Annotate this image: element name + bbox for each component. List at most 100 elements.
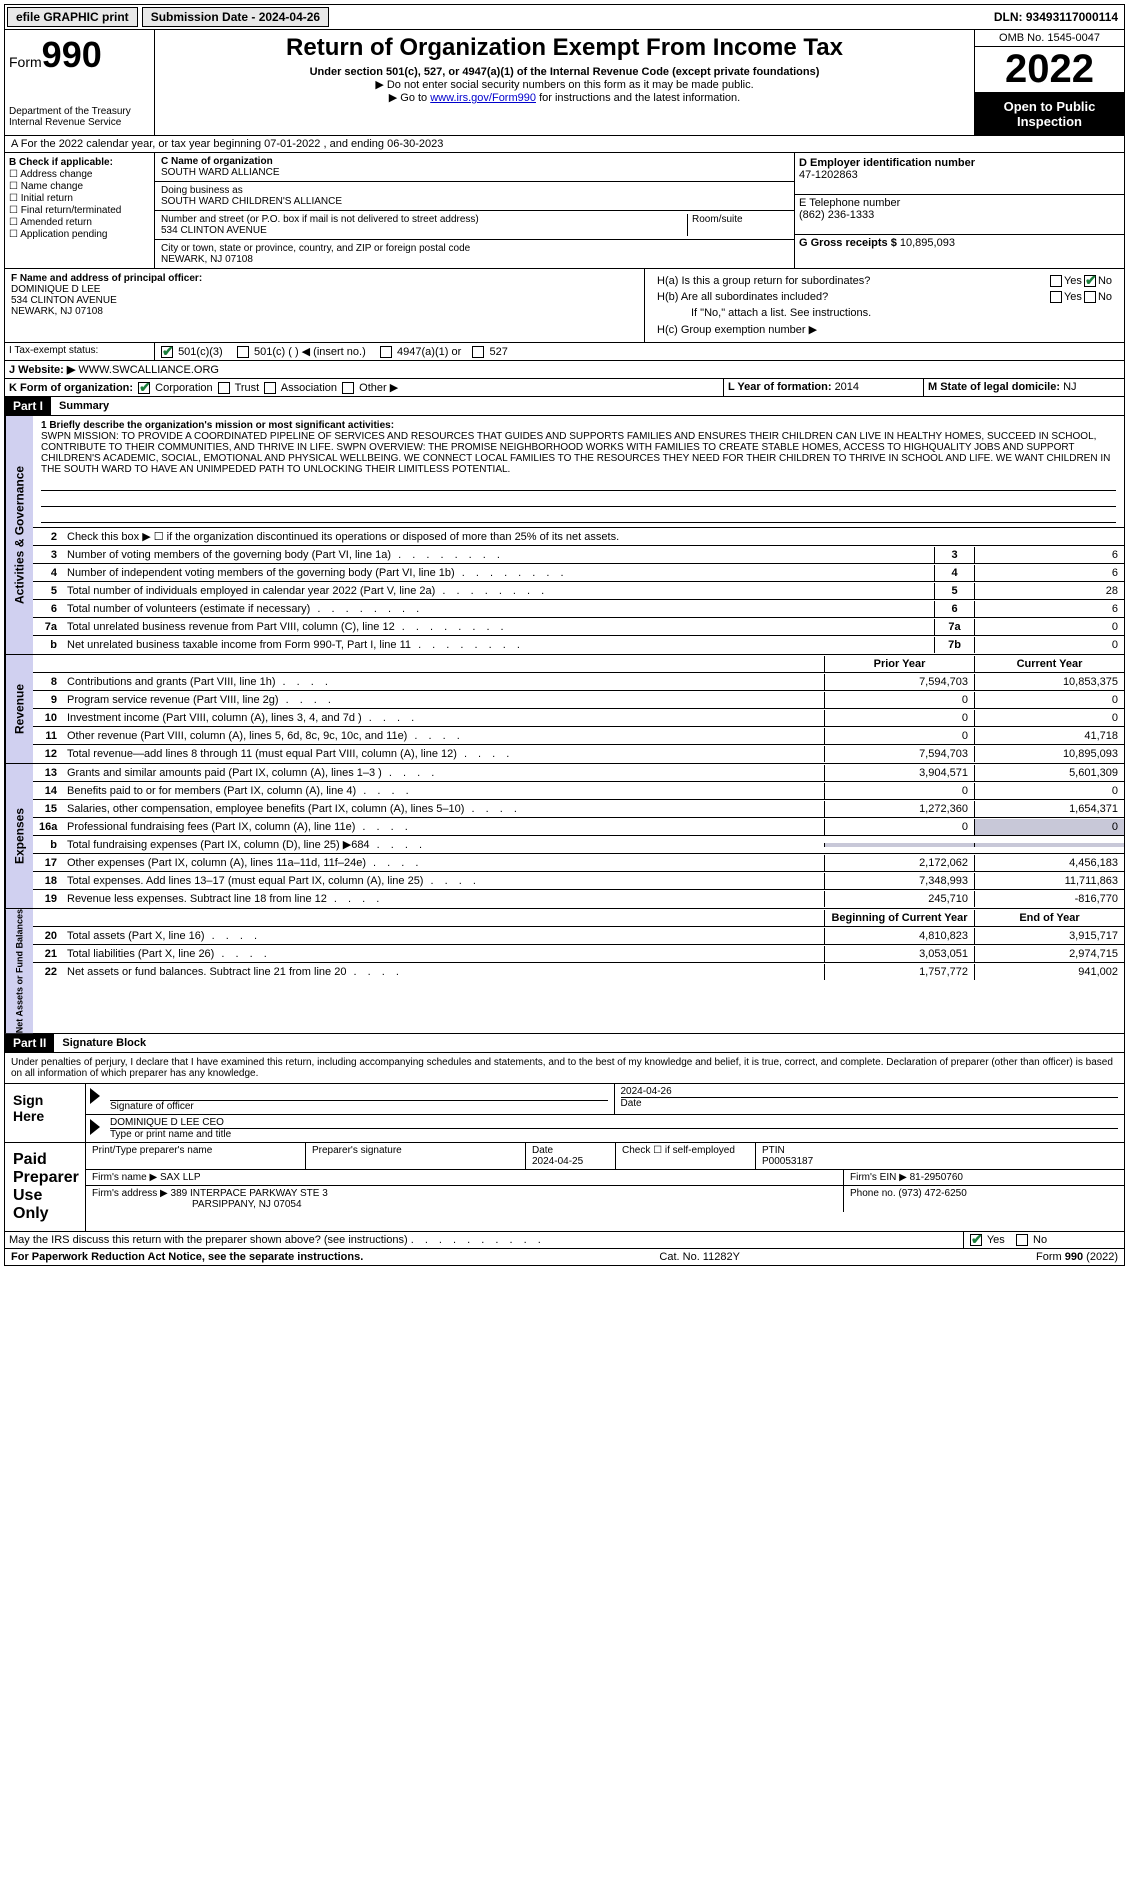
summary-line-5: 5Total number of individuals employed in… (33, 582, 1124, 600)
k-label: K Form of organization: (9, 382, 133, 394)
summary-line-11: 11Other revenue (Part VIII, column (A), … (33, 727, 1124, 745)
footer-pra: For Paperwork Reduction Act Notice, see … (11, 1251, 363, 1263)
firm-ein: 81-2950760 (910, 1172, 963, 1183)
h-c-row: H(c) Group exemption number ▶ (651, 321, 1118, 338)
m-value: NJ (1063, 381, 1076, 393)
col-beginning-year: Beginning of Current Year (824, 910, 974, 926)
ck-4947[interactable] (380, 346, 392, 358)
summary-line-6: 6Total number of volunteers (estimate if… (33, 600, 1124, 618)
form-header: Form990 Department of the Treasury Inter… (5, 30, 1124, 136)
ck-other[interactable] (342, 382, 354, 394)
part-1-title: Summary (51, 398, 117, 414)
paid-preparer-label: Paid Preparer Use Only (5, 1143, 85, 1231)
irs-label: Internal Revenue Service (9, 117, 150, 128)
signature-date-label: Date (621, 1097, 1119, 1109)
firm-phone: (973) 472-6250 (898, 1188, 966, 1199)
h-b-row: H(b) Are all subordinates included? Yes … (651, 289, 1118, 305)
dept-treasury: Department of the Treasury (9, 106, 150, 117)
dba-name: SOUTH WARD CHILDREN'S ALLIANCE (161, 196, 788, 207)
ck-527[interactable] (472, 346, 484, 358)
penalty-statement: Under penalties of perjury, I declare th… (5, 1053, 1124, 1084)
signature-date: 2024-04-26 (621, 1086, 1119, 1097)
prep-date: 2024-04-25 (532, 1156, 583, 1167)
city-state-zip: NEWARK, NJ 07108 (161, 254, 788, 265)
sign-here-section: Sign Here Signature of officer 2024-04-2… (5, 1084, 1124, 1143)
footer-form: Form 990 (2022) (1036, 1251, 1118, 1263)
part-1-bar: Part I (5, 397, 51, 415)
ein-value: 47-1202863 (799, 169, 1120, 181)
col-c-org-info: C Name of organization SOUTH WARD ALLIAN… (155, 153, 794, 268)
ck-501c[interactable] (237, 346, 249, 358)
tab-expenses: Expenses (5, 764, 33, 908)
part-2-bar: Part II (5, 1034, 54, 1052)
form990-link[interactable]: www.irs.gov/Form990 (430, 92, 536, 104)
form-subtitle-2: ▶ Do not enter social security numbers o… (163, 78, 966, 91)
open-to-public: Open to Public Inspection (975, 93, 1124, 135)
f-label: F Name and address of principal officer: (11, 273, 638, 284)
hb-yes-checkbox[interactable] (1050, 291, 1062, 303)
footer-cat: Cat. No. 11282Y (659, 1251, 740, 1263)
mission-block: 1 Briefly describe the organization's mi… (33, 416, 1124, 528)
dba-label: Doing business as (161, 185, 788, 196)
ck-amended-return[interactable]: ☐ Amended return (9, 217, 150, 228)
hb-no-checkbox[interactable] (1084, 291, 1096, 303)
firm-addr2: PARSIPPANY, NJ 07054 (92, 1199, 302, 1210)
firm-name: SAX LLP (160, 1172, 201, 1183)
row-a-tax-year: A For the 2022 calendar year, or tax yea… (5, 136, 1124, 153)
goto-suffix: for instructions and the latest informat… (539, 92, 740, 104)
revenue-section: Revenue Prior Year Current Year 8Contrib… (5, 655, 1124, 764)
ck-trust[interactable] (218, 382, 230, 394)
form-prefix: Form (9, 54, 42, 70)
self-employed-check[interactable]: Check ☐ if self-employed (616, 1143, 756, 1169)
form-num: 990 (42, 34, 102, 75)
h-b-note: If "No," attach a list. See instructions… (651, 305, 1118, 321)
efile-print-button[interactable]: efile GRAPHIC print (7, 7, 138, 27)
col-b-title: B Check if applicable: (9, 157, 150, 168)
officer-printed-name: DOMINIQUE D LEE CEO (110, 1117, 1118, 1128)
summary-line-18: 18Total expenses. Add lines 13–17 (must … (33, 872, 1124, 890)
form-number: Form990 (9, 34, 150, 76)
ha-no-checkbox[interactable] (1084, 275, 1096, 287)
activities-governance-section: Activities & Governance 1 Briefly descri… (5, 416, 1124, 655)
l-value: 2014 (835, 381, 859, 393)
summary-line-4: 4Number of independent voting members of… (33, 564, 1124, 582)
ck-association[interactable] (264, 382, 276, 394)
ptin-label: PTIN (762, 1145, 785, 1156)
ck-final-return[interactable]: ☐ Final return/terminated (9, 205, 150, 216)
summary-line-12: 12Total revenue—add lines 8 through 11 (… (33, 745, 1124, 763)
part-2-header: Part II Signature Block (5, 1034, 1124, 1053)
summary-line-8: 8Contributions and grants (Part VIII, li… (33, 673, 1124, 691)
ha-yes-checkbox[interactable] (1050, 275, 1062, 287)
gross-receipts: G Gross receipts $ 10,895,093 (799, 237, 1120, 249)
form-subtitle-1: Under section 501(c), 527, or 4947(a)(1)… (163, 66, 966, 78)
caret-icon (90, 1119, 100, 1135)
k-l-m-row: K Form of organization: Corporation Trus… (5, 379, 1124, 397)
mission-text: SWPN MISSION: TO PROVIDE A COORDINATED P… (41, 431, 1116, 475)
ck-initial-return[interactable]: ☐ Initial return (9, 193, 150, 204)
ck-501c3[interactable] (161, 346, 173, 358)
ck-corporation[interactable] (138, 382, 150, 394)
summary-line-20: 20Total assets (Part X, line 16) . . . .… (33, 927, 1124, 945)
summary-line-14: 14Benefits paid to or for members (Part … (33, 782, 1124, 800)
part-2-title: Signature Block (54, 1035, 154, 1051)
mission-label: 1 Briefly describe the organization's mi… (41, 420, 1116, 431)
paid-preparer-section: Paid Preparer Use Only Print/Type prepar… (5, 1143, 1124, 1232)
discuss-yes-checkbox[interactable] (970, 1234, 982, 1246)
prep-sig-label: Preparer's signature (306, 1143, 526, 1169)
room-suite-label: Room/suite (688, 214, 788, 236)
form-990-page: efile GRAPHIC print Submission Date - 20… (4, 4, 1125, 1266)
org-name: SOUTH WARD ALLIANCE (161, 167, 788, 178)
ck-application-pending[interactable]: ☐ Application pending (9, 229, 150, 240)
ck-name-change[interactable]: ☐ Name change (9, 181, 150, 192)
tab-governance: Activities & Governance (5, 416, 33, 654)
goto-prefix: ▶ Go to (389, 92, 430, 104)
discuss-label: May the IRS discuss this return with the… (9, 1234, 408, 1246)
firm-ein-label: Firm's EIN ▶ (850, 1172, 910, 1183)
prep-name-label: Print/Type preparer's name (86, 1143, 306, 1169)
col-b-checkboxes: B Check if applicable: ☐ Address change … (5, 153, 155, 268)
discuss-no-checkbox[interactable] (1016, 1234, 1028, 1246)
phone-label: E Telephone number (799, 197, 1120, 209)
submission-date-button[interactable]: Submission Date - 2024-04-26 (142, 7, 329, 27)
ck-address-change[interactable]: ☐ Address change (9, 169, 150, 180)
i-label: I Tax-exempt status: (5, 343, 155, 360)
